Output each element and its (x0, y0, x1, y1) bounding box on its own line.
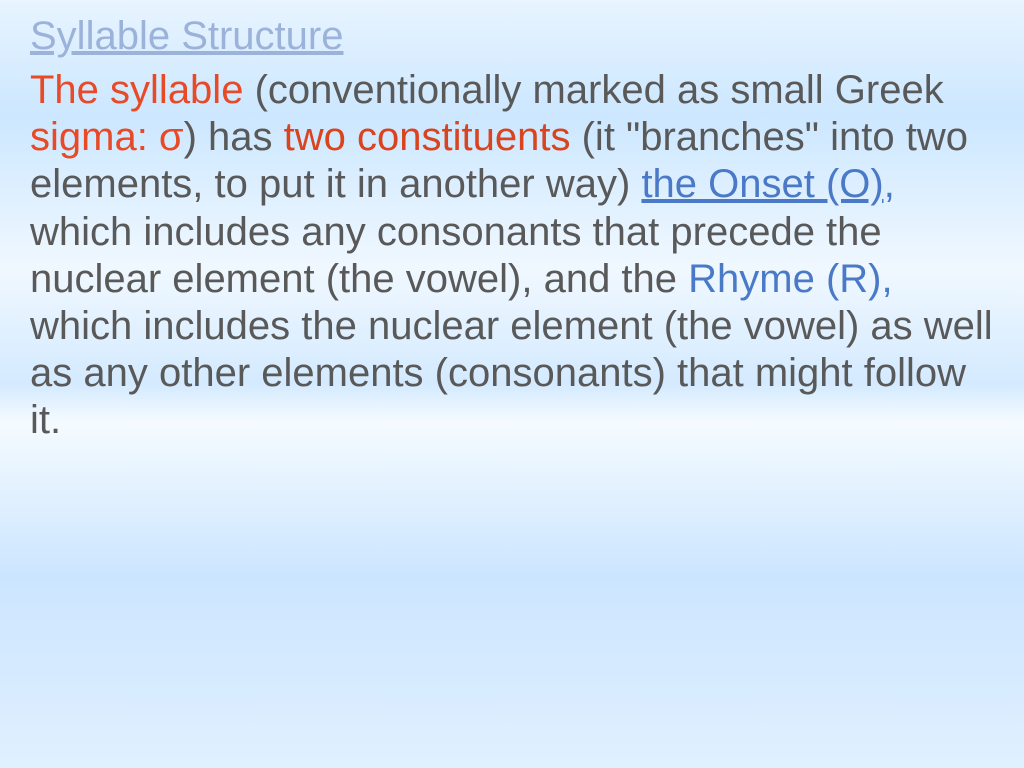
text-segment: which includes the nuclear element (the … (30, 304, 993, 442)
text-segment: ) has (184, 115, 284, 159)
text-segment: Rhyme (R), (688, 257, 892, 301)
text-segment: (conventionally marked as small Greek (255, 68, 944, 112)
text-segment: The syllable (30, 68, 255, 112)
slide-body: The syllable (conventionally marked as s… (30, 67, 994, 445)
text-segment: the Onset (O), (641, 162, 894, 206)
text-segment: two constituents (284, 115, 582, 159)
slide-title: Syllable Structure (30, 14, 994, 59)
text-segment: sigma: σ (30, 115, 184, 159)
